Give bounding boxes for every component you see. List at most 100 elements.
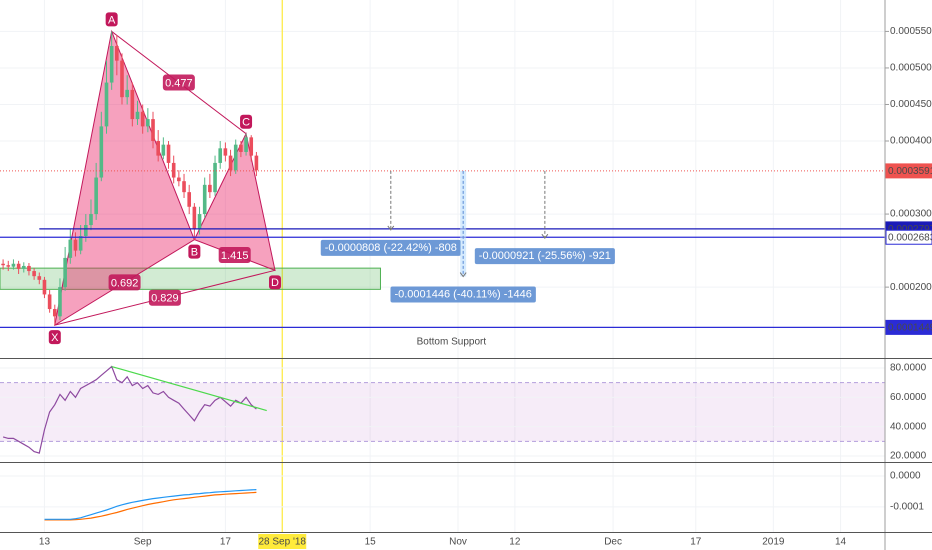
ratio-label: 0.829 [151, 293, 179, 305]
candle-body [42, 279, 47, 295]
candle-body [89, 214, 93, 226]
candle-body [244, 137, 248, 152]
ratio-label-box [218, 246, 251, 263]
point-label: A [108, 14, 116, 26]
candle-body [78, 235, 83, 251]
price-level-label: 0.0002797 [888, 224, 932, 235]
rsi-tick-label: 20.0000 [890, 451, 927, 462]
candle-body [58, 287, 62, 317]
candle-body [73, 239, 78, 251]
candle-body [254, 155, 259, 171]
candle-body [47, 294, 52, 310]
signal-line [44, 491, 257, 521]
candle-body [27, 265, 31, 272]
point-label: B [191, 247, 198, 259]
x-tick-label: Nov [449, 537, 467, 548]
price-level-tag [885, 229, 932, 245]
candle-body [52, 309, 57, 317]
candle-body [84, 225, 88, 236]
macd-tick-label: -0.0001 [890, 502, 924, 513]
rsi-tick-label: 80.0000 [890, 363, 927, 374]
macd-line [44, 489, 257, 520]
point-label: D [271, 277, 279, 289]
candle-body [94, 177, 98, 215]
candle-body [228, 155, 233, 171]
ratio-label: 0.477 [165, 77, 193, 89]
macd-panel [0, 475, 885, 521]
x-tick-label: 15 [365, 537, 377, 548]
x-tick-label: Dec [604, 537, 622, 548]
candle-body [63, 257, 67, 288]
support-zone [0, 267, 381, 290]
rsi-tick-label: 40.0000 [890, 421, 927, 432]
measure-arrow-head [541, 233, 549, 240]
measure-label: -0.0001446 (-40.11%) -1446 [394, 288, 531, 300]
candle-body [135, 111, 140, 120]
ratio-label-box [162, 74, 195, 91]
point-label-box [48, 330, 61, 345]
macd-tick-label: 0.0000 [890, 471, 921, 482]
candle-body [161, 144, 166, 156]
candle-body [171, 162, 176, 178]
candle-body [120, 60, 124, 98]
price-level-label: 0.0001449 [888, 323, 932, 334]
point-label: X [51, 332, 59, 344]
rsi-band [0, 382, 885, 442]
x-tick-highlight [258, 534, 307, 549]
rsi-trendline [111, 365, 267, 412]
candle-body [177, 177, 181, 182]
candle-body [115, 46, 119, 61]
x-tick-label: 28 Sep '18 [258, 537, 306, 548]
price-panel: 0.477 0.692 1.415 0.829 X A B C D -0.0000808 (-22… [0, 12, 885, 348]
measure-label-box [320, 239, 461, 256]
measure-label-box [474, 248, 615, 265]
candle-body [223, 148, 228, 156]
candle-body [16, 263, 21, 269]
x-tick-label: 14 [835, 537, 847, 548]
x-tick-label: Sep [134, 537, 152, 548]
measure-label: -0.0000921 (-25.56%) -921 [479, 250, 611, 262]
candle-body [32, 271, 36, 277]
rsi-line [2, 365, 257, 454]
price-level-label: 0.0003591 [888, 166, 932, 177]
annotation: Bottom Support [417, 337, 487, 348]
ratio-label: 0.692 [111, 277, 139, 289]
candle-body [202, 184, 207, 215]
candle-body [182, 181, 186, 193]
candle-body [187, 192, 192, 207]
point-label-box [240, 114, 253, 129]
price-level-label: 0.0002683 [888, 232, 932, 243]
candle-body [146, 119, 150, 127]
candle-body [99, 126, 104, 178]
measure-label-box [390, 286, 536, 303]
candle-body [130, 89, 135, 120]
candle-body [1, 263, 5, 266]
candle-body [140, 111, 145, 127]
candle-body [166, 144, 171, 163]
candle-body [104, 82, 109, 127]
measure-arrow-head [459, 272, 467, 278]
candle-body [37, 276, 42, 280]
price-level-tag [885, 319, 932, 335]
candle-body [208, 184, 212, 193]
measure-label: -0.0000808 (-22.42%) -808 [325, 242, 457, 254]
candle-body [239, 144, 243, 152]
price-level-tag [885, 163, 932, 179]
x-tick-label: 13 [39, 537, 51, 548]
candle-body [233, 144, 238, 171]
point-label-box [105, 12, 118, 27]
x-tick-label: 17 [690, 537, 702, 548]
candle-body [151, 119, 155, 142]
rsi-panel [0, 365, 885, 457]
rsi-tick-label: 60.0000 [890, 392, 927, 403]
measure-arrow-head [387, 225, 395, 231]
candle-body [11, 263, 16, 267]
candle-body [68, 239, 73, 258]
candle-body [218, 148, 223, 163]
candle-body [249, 137, 254, 156]
